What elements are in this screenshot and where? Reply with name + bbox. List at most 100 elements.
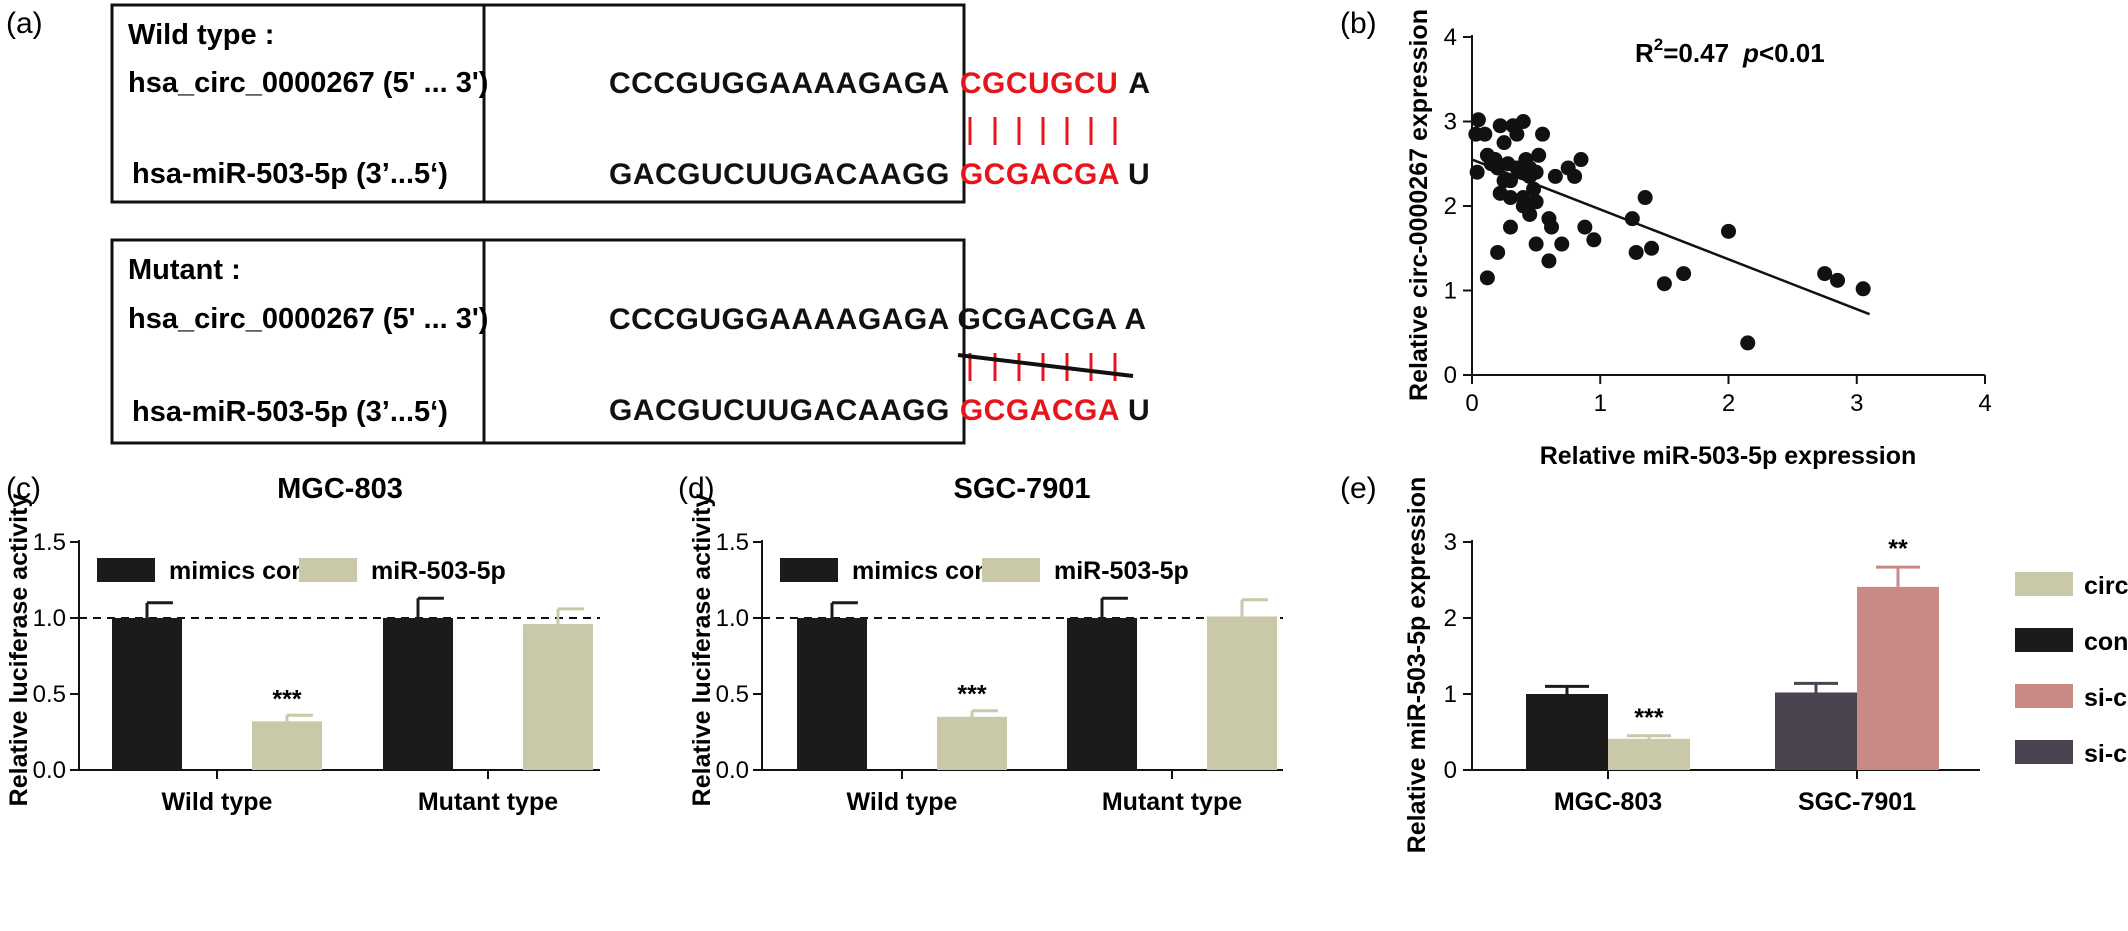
- scatter-ylabel: Relative circ-0000267 expression: [1405, 9, 1433, 401]
- wild-mir-seq: GACGUCUUGACAAGG GCGACGA U: [609, 158, 1150, 191]
- chart-c-bar: [252, 721, 322, 770]
- wild-circ-name: hsa_circ_0000267 (5' ... 3'): [128, 67, 488, 99]
- scatter-point: [1496, 173, 1512, 189]
- chart-c-significance: ***: [272, 685, 301, 713]
- wild-mir-seq-end: U: [1128, 158, 1150, 191]
- panel-a: (a) Wild type : hsa_circ_0000267 (5' ...…: [6, 3, 1150, 445]
- wild-mir-seq-plain: GACGUCUUGACAAGG: [609, 158, 950, 191]
- chart-d-significance: ***: [957, 681, 986, 709]
- scatter-point: [1567, 168, 1583, 184]
- chart-e-significance: **: [1888, 535, 1908, 563]
- chart-d-bar: [1207, 616, 1277, 770]
- panel-d: (d) SGC-7901 Relative luciferase activit…: [678, 472, 1283, 816]
- chart-e-ytick-label: 2: [1444, 605, 1457, 632]
- panel-b: (b) R2=0.47 p<0.01 Relative miR-503-5p ex…: [1340, 7, 1992, 470]
- chart-d-ytick-label: 1.0: [716, 605, 749, 632]
- chart-e-legend-label: circ: [2084, 572, 2128, 600]
- chart-d-legend-swatch: [982, 558, 1040, 582]
- wild-pairing-lines: [968, 117, 1117, 145]
- mutant-right-box: [482, 238, 966, 445]
- mutant-mir-seq: GACGUCUUGACAAGG GCGACGA U: [609, 394, 1150, 427]
- chart-c-bar: [523, 624, 593, 770]
- scatter-point: [1855, 281, 1871, 297]
- wild-circ-seq-end: A: [1128, 67, 1150, 100]
- scatter-point: [1531, 147, 1547, 163]
- scatter-annotation: R2=0.47 p<0.01: [1635, 35, 1825, 68]
- chart-e-legend-swatch: [2015, 572, 2073, 596]
- scatter-point: [1554, 236, 1570, 252]
- panel-d-label: (d): [678, 472, 715, 505]
- scatter-point: [1492, 118, 1508, 134]
- chart-d-ytick-label: 1.5: [716, 529, 749, 556]
- scatter-point: [1528, 236, 1544, 252]
- chart-e-ytick-label: 0: [1444, 757, 1457, 784]
- scatter-ytick-label: 0: [1444, 362, 1457, 389]
- mutant-mir-name: hsa-miR-503-5p (3’...5‘): [132, 396, 448, 428]
- scatter-point: [1522, 206, 1538, 222]
- scatter-point: [1721, 223, 1736, 239]
- chart-d-legend-label: miR-503-5p: [1054, 557, 1189, 585]
- chart-e-ytick-label: 3: [1444, 529, 1457, 556]
- scatter-point: [1509, 160, 1525, 176]
- scatter-point: [1535, 126, 1551, 142]
- chart-d-bar: [937, 716, 1007, 770]
- panel-e: (e) Relative miR-503-5p expression 0 1 2 3 M…: [1340, 472, 2128, 853]
- chart-c-ytick-label: 1.0: [33, 605, 66, 632]
- chart-e-significance: ***: [1634, 704, 1663, 732]
- scatter-point: [1637, 190, 1653, 206]
- scatter-point: [1586, 232, 1602, 248]
- scatter-point: [1676, 266, 1692, 282]
- scatter-point: [1509, 126, 1525, 142]
- scatter-point: [1541, 253, 1557, 269]
- scatter-point: [1479, 270, 1495, 286]
- chart-d-category-label: Mutant type: [1102, 788, 1242, 816]
- chart-c-legend-label: miR-503-5p: [371, 557, 506, 585]
- wild-circ-seq-red: CGCUGCU: [960, 67, 1119, 100]
- scatter-point: [1502, 219, 1518, 235]
- scatter-point: [1469, 164, 1485, 180]
- mutant-strike-line: [957, 353, 1134, 378]
- mutant-circ-seq: CCCGUGGAAAAGAGA GCGACGA A: [609, 303, 1147, 336]
- chart-c-ylabel: Relative luciferase activity: [5, 494, 33, 807]
- chart-d-title: SGC-7901: [953, 473, 1090, 505]
- anno-p: p: [1742, 38, 1759, 68]
- scatter-point: [1490, 244, 1506, 260]
- scatter-point: [1740, 335, 1756, 351]
- chart-d-bar: [1067, 618, 1137, 770]
- panel-e-label: (e): [1340, 472, 1377, 505]
- chart-c-ytick-label: 0.0: [33, 757, 66, 784]
- wild-mir-seq-red: GCGACGA: [960, 158, 1120, 191]
- scatter-point: [1502, 190, 1518, 206]
- scatter-point: [1577, 219, 1593, 235]
- panel-a-label: (a): [6, 7, 43, 40]
- panel-b-label: (b): [1340, 7, 1377, 40]
- mutant-circ-name: hsa_circ_0000267 (5' ... 3'): [128, 303, 488, 335]
- scatter-point: [1515, 190, 1531, 206]
- chart-e-legend-swatch: [2015, 628, 2073, 652]
- scatter-point: [1470, 112, 1486, 128]
- chart-e-legend-swatch: [2015, 740, 2073, 764]
- anno-sup: 2: [1654, 35, 1663, 54]
- chart-c-category-label: Mutant type: [418, 788, 558, 816]
- scatter-point: [1528, 194, 1544, 210]
- scatter-point: [1817, 266, 1833, 282]
- scatter-xlabel: Relative miR-503-5p expression: [1540, 442, 1917, 470]
- anno-pval: <0.01: [1759, 38, 1825, 68]
- scatter-point: [1544, 219, 1560, 235]
- chart-e-ytick-label: 1: [1444, 681, 1457, 708]
- chart-e-bar: [1857, 586, 1939, 770]
- scatter-xtick-label: 2: [1722, 390, 1735, 417]
- chart-e-legend-label: con: [2084, 628, 2128, 656]
- panel-c: (c) MGC-803 Relative luciferase activity…: [5, 472, 600, 816]
- chart-e-legend: circ con si-circ si-con: [2015, 572, 2128, 768]
- chart-e-legend-swatch: [2015, 684, 2073, 708]
- chart-d-ytick-label: 0.0: [716, 757, 749, 784]
- chart-c-title: MGC-803: [277, 473, 403, 505]
- scatter-point: [1644, 240, 1660, 256]
- wild-circ-seq-plain: CCCGUGGAAAAGAGA: [609, 67, 950, 100]
- scatter-ytick-label: 4: [1444, 24, 1457, 51]
- chart-c-bar: [112, 618, 182, 770]
